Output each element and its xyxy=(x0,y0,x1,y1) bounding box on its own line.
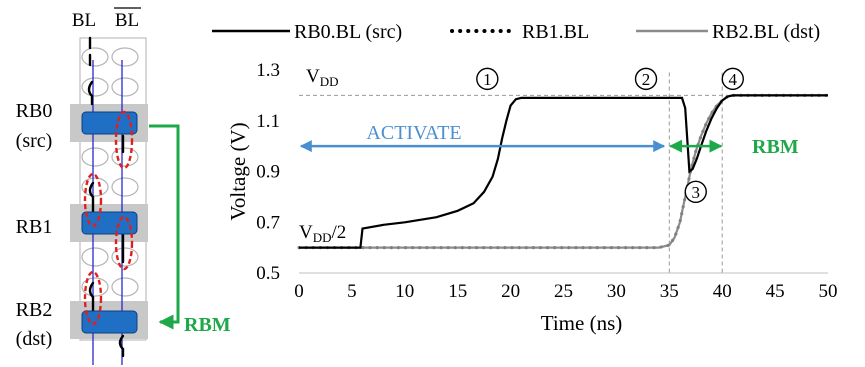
x-tick-label: 50 xyxy=(819,281,838,302)
series-line-rb0 xyxy=(299,95,828,247)
vdd-half-annotation: VDD/2 xyxy=(299,222,346,245)
marker-label-2: 2 xyxy=(642,70,651,89)
legend-label-rb1: RB1.BL xyxy=(522,21,589,43)
blbar-label: BL xyxy=(115,10,139,31)
legend-label-rb2: RB2.BL (dst) xyxy=(712,21,820,43)
rb2-cell-block xyxy=(82,311,137,333)
y-axis-label: Voltage (V) xyxy=(226,122,250,220)
x-axis-label: Time (ns) xyxy=(541,311,623,335)
x-tick-label: 30 xyxy=(607,281,626,302)
x-tick-label: 10 xyxy=(395,281,414,302)
x-tick-label: 15 xyxy=(448,281,467,302)
voltage-chart: 0 5 10 15 20 25 30 35 40 45 50 0.5 0.7 0.9 1.1 1.3 Time … xyxy=(212,21,838,335)
rb0-role: (src) xyxy=(16,130,53,152)
rb0-name: RB0 xyxy=(16,100,53,122)
x-tick-label: 0 xyxy=(294,281,304,302)
legend-label-rb0: RB0.BL (src) xyxy=(294,21,402,43)
x-tick-label: 20 xyxy=(501,281,520,302)
y-tick-label: 0.7 xyxy=(256,212,280,233)
subarray-schematic: BL BL RB0 (src) RB1 RB2 (dst) RBM xyxy=(16,8,231,365)
rb2-name: RB2 xyxy=(16,299,53,321)
vdd-annotation: VDD xyxy=(306,66,339,89)
rbm-label: RBM xyxy=(752,136,799,158)
rb1-name: RB1 xyxy=(16,216,53,238)
y-tick-label: 1.3 xyxy=(256,60,280,81)
x-tick-label: 35 xyxy=(660,281,679,302)
marker-label-4: 4 xyxy=(729,70,738,89)
marker-label-1: 1 xyxy=(483,70,492,89)
x-tick-label: 40 xyxy=(713,281,732,302)
x-tick-label: 5 xyxy=(347,281,357,302)
x-tick-label: 25 xyxy=(554,281,573,302)
y-tick-label: 0.5 xyxy=(256,263,280,284)
y-tick-label: 1.1 xyxy=(256,111,280,132)
bl-label: BL xyxy=(72,10,96,31)
y-tick-label: 0.9 xyxy=(256,162,280,183)
x-tick-label: 45 xyxy=(766,281,785,302)
activate-label: ACTIVATE xyxy=(366,122,461,144)
rb2-role: (dst) xyxy=(16,328,53,350)
rbm-path xyxy=(149,126,178,322)
schematic-rbm-label: RBM xyxy=(184,314,231,336)
marker-label-3: 3 xyxy=(692,183,701,202)
